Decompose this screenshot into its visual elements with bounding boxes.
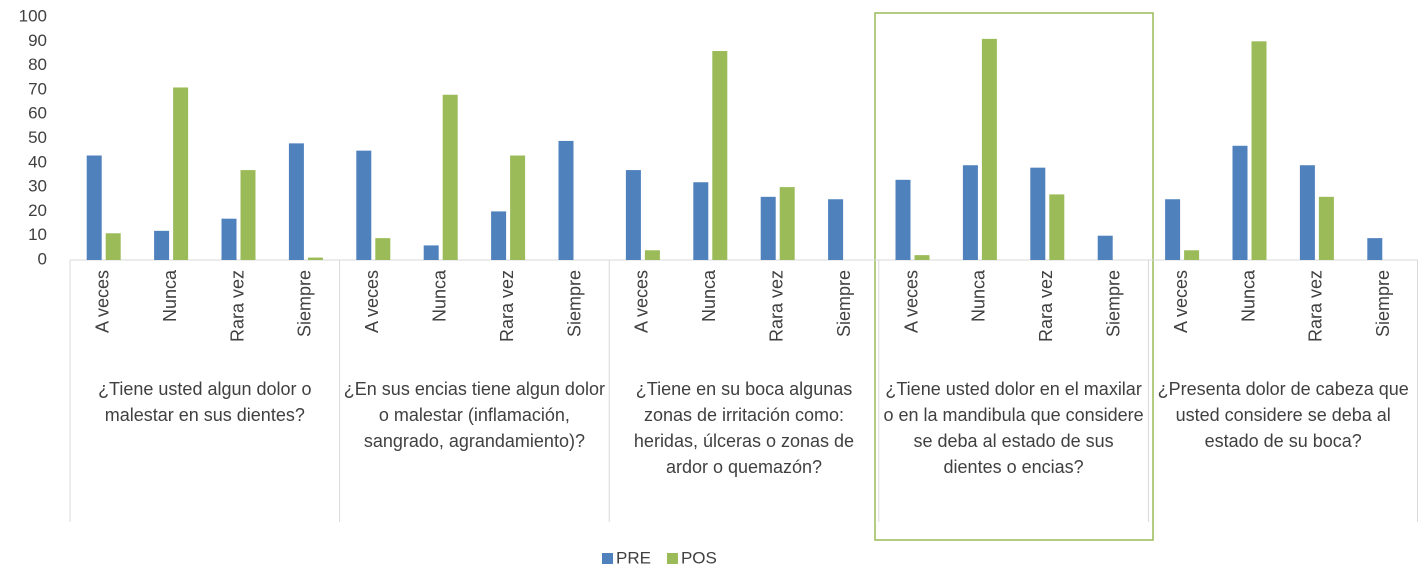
x-tick-label: A veces [1171, 270, 1191, 333]
bar [356, 150, 372, 260]
bar [914, 255, 930, 260]
x-tick-label: Rara vez [1306, 270, 1326, 342]
bar [221, 218, 237, 260]
x-tick-label: A veces [362, 270, 382, 333]
y-tick-label: 0 [38, 249, 47, 268]
x-tick-label: A veces [901, 270, 921, 333]
bar [558, 140, 574, 260]
y-tick-label: 20 [28, 201, 47, 220]
bar [1318, 196, 1334, 260]
bar [1165, 199, 1181, 260]
legend-swatch [666, 553, 678, 564]
group-label: ¿Tiene en su boca algunas zonas de irrit… [633, 379, 855, 477]
selection-box [874, 12, 1154, 541]
bar [1367, 238, 1383, 260]
bar [510, 155, 526, 260]
bar [423, 245, 439, 260]
bar [105, 233, 121, 260]
bar [240, 170, 256, 260]
legend-label: POS [681, 548, 717, 567]
bar [1251, 41, 1267, 260]
x-tick-label: A veces [92, 270, 112, 333]
y-tick-label: 40 [28, 152, 47, 171]
bar [86, 155, 102, 260]
group-label: ¿Presenta dolor de cabeza que usted cons… [1157, 379, 1409, 451]
bar [962, 165, 978, 260]
bar [981, 38, 997, 261]
x-tick-label: Nunca [429, 269, 449, 322]
bar [625, 170, 641, 260]
y-tick-label: 70 [28, 79, 47, 98]
bar [1030, 167, 1046, 260]
y-tick-label: 60 [28, 104, 47, 123]
legend-swatch [602, 553, 613, 564]
bar [779, 187, 795, 260]
bar [375, 238, 391, 260]
x-tick-label: Rara vez [1036, 270, 1056, 342]
bar [1232, 145, 1248, 260]
x-tick-label: Rara vez [766, 270, 786, 342]
x-tick-label: Nunca [1238, 269, 1258, 322]
y-tick-label: 50 [28, 128, 47, 147]
bar [693, 182, 709, 260]
bar [1049, 194, 1065, 260]
x-tick-label: Nunca [160, 269, 180, 322]
x-tick-label: Siempre [1103, 270, 1123, 337]
group-label: ¿En sus encias tiene algun dolor o males… [343, 379, 605, 451]
group-label: ¿Tiene usted dolor en el maxilar o en la… [883, 379, 1144, 477]
x-tick-label: Rara vez [227, 270, 247, 342]
group-label: ¿Tiene usted algun dolor o malestar en s… [98, 379, 312, 425]
bar [154, 230, 170, 260]
x-tick-label: Rara vez [497, 270, 517, 342]
y-tick-label: 90 [28, 31, 47, 50]
bar [760, 196, 776, 260]
x-tick-label: Siempre [564, 270, 584, 337]
legend-label: PRE [616, 548, 651, 567]
bar [1299, 165, 1315, 260]
x-tick-label: Nunca [969, 269, 989, 322]
x-tick-label: Siempre [834, 270, 854, 337]
bar [442, 94, 458, 260]
x-tick-label: Nunca [699, 269, 719, 322]
x-tick-label: A veces [632, 270, 652, 333]
y-tick-label: 30 [28, 177, 47, 196]
bar [1184, 250, 1200, 260]
bar [173, 87, 189, 260]
bar [1097, 235, 1113, 260]
bar [895, 179, 911, 260]
x-tick-label: Siempre [295, 270, 315, 337]
bar [491, 211, 507, 260]
bar [307, 257, 323, 260]
bar [644, 250, 660, 260]
bar [288, 143, 304, 260]
y-tick-label: 80 [28, 55, 47, 74]
y-tick-label: 10 [28, 225, 47, 244]
bar [828, 199, 844, 260]
y-tick-label: 100 [19, 6, 47, 25]
bar [712, 51, 728, 260]
x-tick-label: Siempre [1373, 270, 1393, 337]
